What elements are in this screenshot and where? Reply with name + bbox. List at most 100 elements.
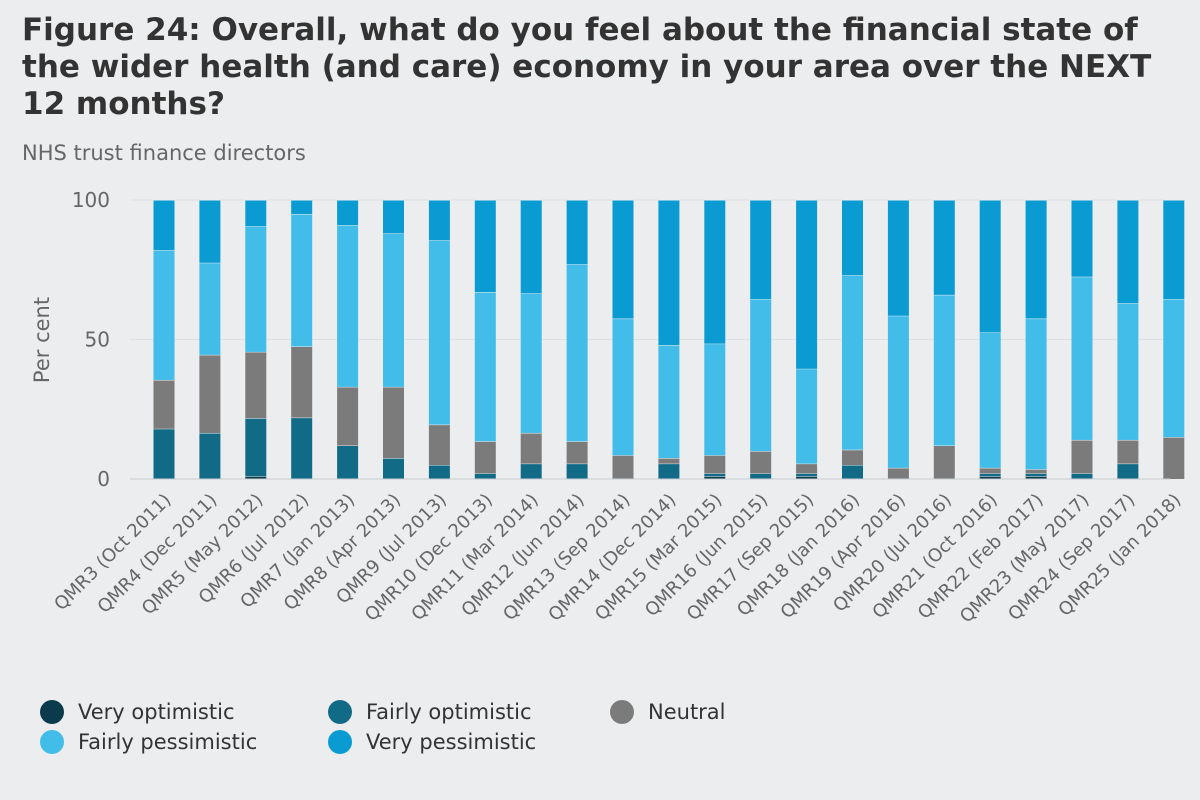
bar-segment-fairly-optimistic xyxy=(475,473,496,479)
bar-segment-neutral xyxy=(245,352,266,418)
bar-segment-fairly-pessimistic xyxy=(1117,303,1138,440)
bar-segment-very-pessimistic xyxy=(245,200,266,226)
bar-segment-very-pessimistic xyxy=(980,200,1001,333)
bar-segment-neutral xyxy=(154,380,175,429)
bar-segment-neutral xyxy=(934,446,955,479)
bar-segment-neutral xyxy=(796,464,817,474)
bar-segment-neutral xyxy=(1026,469,1047,473)
bar-segment-fairly-optimistic xyxy=(383,458,404,479)
bar-segment-neutral xyxy=(383,387,404,458)
legend-swatch xyxy=(40,700,64,724)
bar-segment-very-pessimistic xyxy=(1026,200,1047,319)
bar-segment-fairly-pessimistic xyxy=(383,233,404,386)
bar-segment-fairly-pessimistic xyxy=(567,264,588,441)
bar-segment-very-pessimistic xyxy=(1072,200,1093,277)
legend-item-neutral: Neutral xyxy=(610,700,726,724)
bar-segment-very-pessimistic xyxy=(383,200,404,233)
bar-segment-fairly-pessimistic xyxy=(842,275,863,449)
y-tick-label: 0 xyxy=(97,467,110,491)
legend-label: Very pessimistic xyxy=(366,730,536,754)
bar-segment-fairly-pessimistic xyxy=(613,319,634,456)
bar-segment-neutral xyxy=(199,355,220,433)
bar-segment-fairly-optimistic xyxy=(1117,464,1138,479)
bar-segment-neutral xyxy=(521,433,542,464)
bar-segment-neutral xyxy=(980,468,1001,474)
bar-segment-fairly-optimistic xyxy=(567,464,588,479)
bar-segment-very-pessimistic xyxy=(199,200,220,263)
bar-segment-very-pessimistic xyxy=(613,200,634,319)
bar-segment-fairly-optimistic xyxy=(658,464,679,479)
bar-segment-very-pessimistic xyxy=(750,200,771,299)
bar-segment-fairly-optimistic xyxy=(245,418,266,476)
bar-segment-fairly-pessimistic xyxy=(796,369,817,464)
bar-segment-neutral xyxy=(1163,437,1184,479)
bar-segment-neutral xyxy=(842,450,863,465)
legend-swatch xyxy=(610,700,634,724)
bar-segment-fairly-optimistic xyxy=(521,464,542,479)
bar-segment-fairly-pessimistic xyxy=(1072,277,1093,440)
bar-segment-neutral xyxy=(567,441,588,463)
bar-segment-very-pessimistic xyxy=(521,200,542,293)
bar-segment-fairly-pessimistic xyxy=(750,299,771,451)
bar-segment-fairly-pessimistic xyxy=(291,214,312,347)
bar-segment-fairly-optimistic xyxy=(1072,473,1093,479)
bar-segment-neutral xyxy=(291,346,312,417)
bar-segment-neutral xyxy=(888,468,909,479)
bar-segment-fairly-pessimistic xyxy=(429,240,450,424)
bar-segment-neutral xyxy=(1117,440,1138,464)
bar-segment-very-pessimistic xyxy=(1117,200,1138,303)
bar-segment-fairly-pessimistic xyxy=(704,344,725,456)
bar-segment-fairly-optimistic xyxy=(199,433,220,479)
grid-layer xyxy=(130,200,1170,340)
bar-segment-very-pessimistic xyxy=(337,200,358,225)
legend-label: Very optimistic xyxy=(78,700,235,724)
bar-segment-very-pessimistic xyxy=(475,200,496,292)
bar-segment-very-pessimistic xyxy=(934,200,955,295)
bar-segment-fairly-optimistic xyxy=(842,465,863,479)
bar-layer xyxy=(154,200,1185,479)
legend-item-very-pessimistic: Very pessimistic xyxy=(328,730,536,754)
bar-segment-fairly-pessimistic xyxy=(245,226,266,352)
bar-segment-very-pessimistic xyxy=(1163,200,1184,299)
bar-segment-very-pessimistic xyxy=(658,200,679,345)
bar-segment-neutral xyxy=(704,455,725,473)
bar-segment-very-pessimistic xyxy=(796,200,817,369)
bar-segment-fairly-pessimistic xyxy=(1163,299,1184,437)
bar-segment-neutral xyxy=(429,425,450,465)
bar-segment-very-pessimistic xyxy=(154,200,175,250)
bar-segment-fairly-optimistic xyxy=(750,473,771,479)
bar-segment-fairly-pessimistic xyxy=(1026,319,1047,470)
legend-item-fairly-optimistic: Fairly optimistic xyxy=(328,700,532,724)
bar-segment-fairly-pessimistic xyxy=(337,225,358,387)
bar-segment-fairly-pessimistic xyxy=(154,250,175,380)
bar-segment-very-pessimistic xyxy=(291,200,312,214)
legend-label: Neutral xyxy=(648,700,726,724)
bar-segment-fairly-pessimistic xyxy=(658,345,679,458)
bar-segment-neutral xyxy=(613,455,634,479)
bar-segment-very-pessimistic xyxy=(429,200,450,240)
bar-segment-neutral xyxy=(658,458,679,464)
bar-segment-very-pessimistic xyxy=(567,200,588,264)
legend-label: Fairly optimistic xyxy=(366,700,532,724)
bar-segment-fairly-pessimistic xyxy=(475,292,496,441)
bar-segment-fairly-optimistic xyxy=(337,446,358,479)
y-tick-label: 50 xyxy=(85,328,110,352)
bar-segment-fairly-pessimistic xyxy=(521,293,542,433)
bar-segment-neutral xyxy=(475,441,496,473)
bar-segment-neutral xyxy=(337,387,358,446)
bar-segment-fairly-pessimistic xyxy=(980,333,1001,468)
y-axis-label: Per cent xyxy=(30,297,54,383)
bar-segment-fairly-optimistic xyxy=(291,418,312,479)
bar-segment-very-pessimistic xyxy=(888,200,909,316)
bar-segment-fairly-pessimistic xyxy=(888,316,909,468)
bar-segment-very-pessimistic xyxy=(704,200,725,344)
y-tick-label: 100 xyxy=(72,188,110,212)
bar-segment-neutral xyxy=(750,451,771,473)
legend-swatch xyxy=(328,700,352,724)
bar-segment-neutral xyxy=(1072,440,1093,473)
bar-segment-fairly-pessimistic xyxy=(934,295,955,446)
legend-item-fairly-pessimistic: Fairly pessimistic xyxy=(40,730,257,754)
legend-swatch xyxy=(328,730,352,754)
legend-swatch xyxy=(40,730,64,754)
